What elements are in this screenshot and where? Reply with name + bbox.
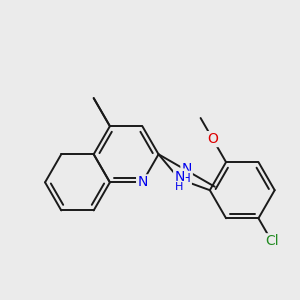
- Text: N: N: [174, 169, 184, 184]
- Text: H: H: [175, 182, 184, 192]
- Text: N: N: [137, 175, 148, 189]
- Text: N: N: [182, 162, 192, 176]
- Text: O: O: [207, 132, 218, 146]
- Text: H: H: [182, 172, 191, 185]
- Text: Cl: Cl: [265, 234, 279, 248]
